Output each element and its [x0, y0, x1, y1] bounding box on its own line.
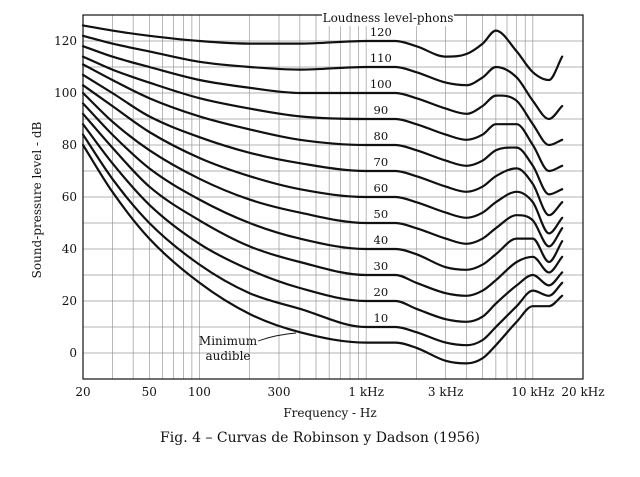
minimum-audible-label-line2: audible	[205, 349, 250, 363]
minimum-audible-leader	[257, 332, 297, 342]
curve-label-20: 20	[374, 285, 389, 299]
legend-title-bg	[322, 8, 454, 26]
curve-110-phon	[81, 34, 564, 121]
grid	[82, 14, 584, 380]
curve-label-40: 40	[374, 233, 389, 247]
curve-40-phon	[81, 102, 564, 271]
curve-labels: 10 20 30 40 50 60 70 80 90 100 110 120	[370, 25, 392, 325]
x-tick-label: 1 kHz	[348, 385, 384, 399]
curve-30-phon	[81, 112, 564, 297]
curve-90-phon	[81, 55, 564, 173]
curve-100-phon	[81, 45, 564, 147]
curve-minimum-audible	[81, 143, 564, 365]
x-tick-label: 3 kHz	[428, 385, 464, 399]
y-tick-label: 20	[62, 294, 77, 308]
y-tick-label: 100	[54, 86, 77, 100]
x-tick-label: 20 kHz	[561, 385, 604, 399]
curve-label-100: 100	[370, 77, 392, 91]
curve-label-90: 90	[374, 103, 389, 117]
y-axis-label: Sound-pressure level - dB	[30, 121, 44, 278]
y-tick-label: 0	[69, 346, 77, 360]
y-tick-label: 40	[62, 242, 77, 256]
curve-70-phon	[81, 73, 564, 217]
curve-80-phon	[81, 63, 564, 196]
minimum-audible-label-line1: Minimum	[199, 334, 258, 348]
figure-caption: Fig. 4 – Curvas de Robinson y Dadson (19…	[160, 430, 480, 446]
curve-60-phon	[81, 84, 564, 235]
x-tick-label: 10 kHz	[511, 385, 554, 399]
tick-labels: 20 50 100 300 1 kHz 3 kHz 10 kHz 20 kHz 0 20 40 60 8…	[54, 34, 604, 399]
x-axis-label: Frequency - Hz	[283, 406, 376, 420]
curve-label-60: 60	[374, 181, 389, 195]
y-tick-label: 120	[54, 34, 77, 48]
curve-label-10: 10	[374, 311, 389, 325]
curve-50-phon	[81, 91, 564, 248]
x-tick-label: 100	[188, 385, 211, 399]
curve-label-70: 70	[374, 155, 389, 169]
x-tick-label: 20	[75, 385, 90, 399]
series-group	[81, 24, 564, 365]
x-tick-label: 300	[268, 385, 291, 399]
x-tick-label: 50	[142, 385, 157, 399]
curve-10-phon	[81, 133, 564, 347]
curve-label-30: 30	[374, 259, 389, 273]
y-tick-label: 80	[62, 138, 77, 152]
curve-label-50: 50	[374, 207, 389, 221]
curve-label-80: 80	[374, 129, 389, 143]
minimum-audible-annotation: Minimum audible	[199, 332, 297, 363]
curve-120-phon	[81, 24, 564, 82]
curve-label-110: 110	[370, 51, 392, 65]
y-tick-label: 60	[62, 190, 77, 204]
curve-20-phon	[81, 123, 564, 323]
curve-label-120: 120	[370, 25, 392, 39]
legend-title: Loudness level-phons	[323, 11, 454, 25]
